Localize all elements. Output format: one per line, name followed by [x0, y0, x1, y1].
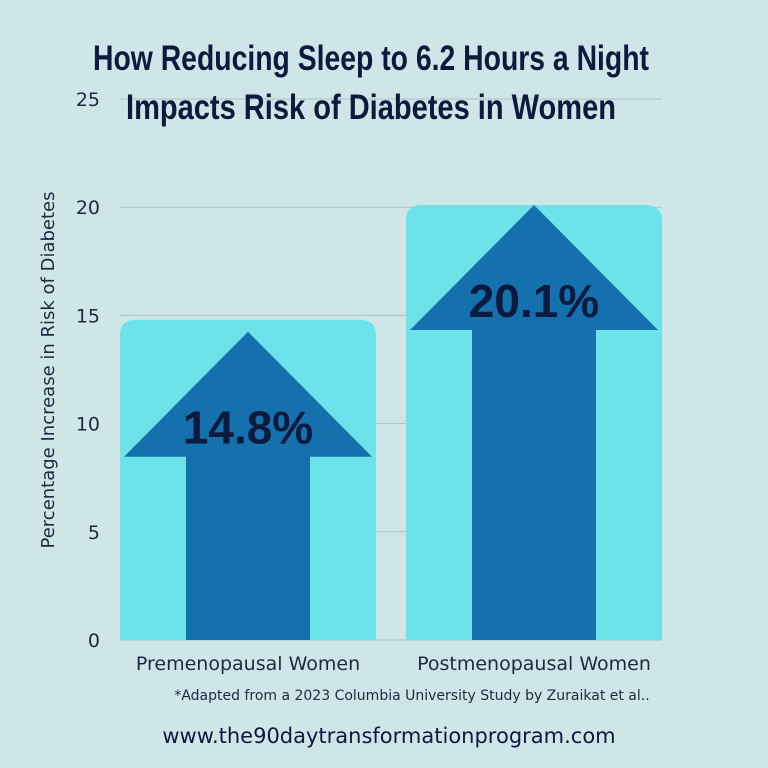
website-url: www.the90daytransformationprogram.com [162, 724, 616, 748]
chart-title-line: Impacts Risk of Diabetes in Women [126, 88, 616, 127]
x-axis-categories: Premenopausal Women Postmenopausal Women [136, 653, 651, 675]
y-axis-label: Percentage Increase in Risk of Diabetes [38, 191, 59, 548]
y-tick-label: 0 [88, 630, 100, 652]
data-label: 14.8% [183, 402, 313, 454]
y-tick-label: 10 [76, 414, 100, 436]
y-tick-label: 5 [88, 522, 100, 544]
chart-title-line: How Reducing Sleep to 6.2 Hours a Night [93, 39, 649, 78]
bar-group-0: 14.8% [120, 319, 376, 640]
x-category-label: Postmenopausal Women [417, 653, 651, 675]
bar-group-1: 20.1% [406, 205, 662, 640]
data-label: 20.1% [469, 275, 599, 327]
chart-title: How Reducing Sleep to 6.2 Hours a Night I… [93, 39, 649, 127]
up-arrow-icon [124, 331, 372, 640]
up-arrow-icon [410, 205, 658, 640]
y-tick-label: 25 [76, 89, 100, 111]
bars: 14.8% 20.1% [120, 205, 662, 640]
y-tick-label: 20 [76, 197, 100, 219]
source-footnote: *Adapted from a 2023 Columbia University… [174, 688, 650, 704]
y-tick-label: 15 [76, 305, 100, 327]
y-axis-ticks: 0 5 10 15 20 25 [76, 89, 100, 652]
x-category-label: Premenopausal Women [136, 653, 360, 675]
